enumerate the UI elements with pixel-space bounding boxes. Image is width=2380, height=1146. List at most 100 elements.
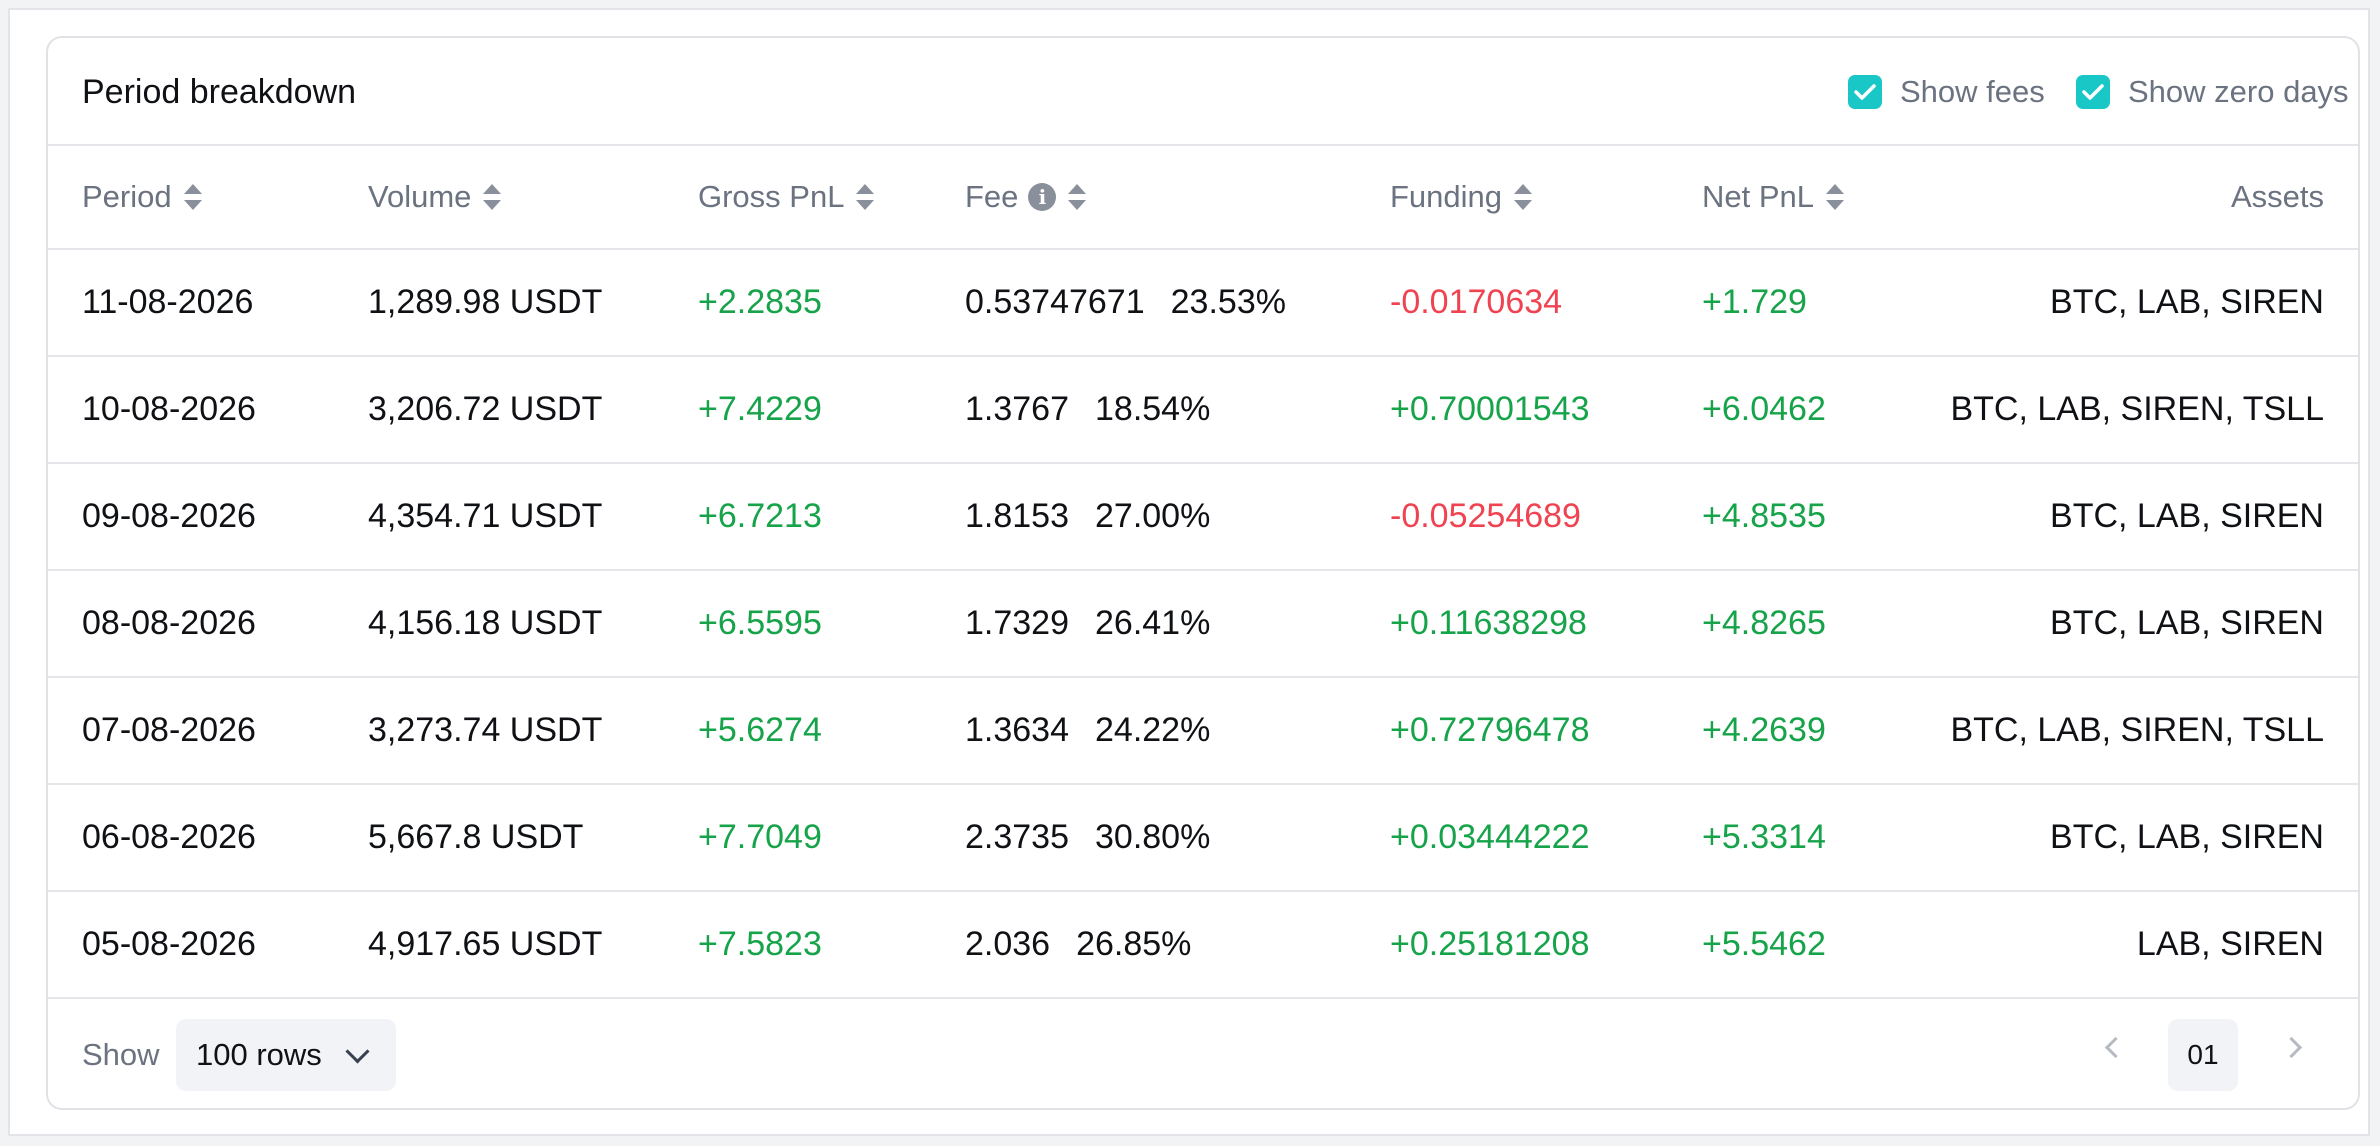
fee-value: 1.8153	[965, 497, 1069, 535]
fee-value: 0.53747671	[965, 283, 1145, 321]
show-zero-days-checkbox[interactable]	[2076, 75, 2110, 109]
period-cell: 09-08-2026	[82, 497, 256, 535]
fee-value: 1.3767	[965, 390, 1069, 428]
assets-cell: BTC, LAB, SIREN	[2050, 604, 2324, 642]
rows-per-page-select[interactable]: 100 rows	[176, 1019, 396, 1091]
fee-percent: 26.41%	[1095, 604, 1211, 642]
table-row: 11-08-2026 1,289.98 USDT +2.2835 0.53747…	[48, 250, 2358, 357]
show-fees-toggle[interactable]: Show fees	[1848, 38, 2045, 146]
fee-value: 1.3634	[965, 711, 1069, 749]
page-frame: Period breakdown Show fees Show zero day…	[8, 8, 2370, 1136]
fee-cell: 2.3735 30.80%	[965, 785, 1210, 890]
fee-percent: 24.22%	[1095, 711, 1211, 749]
volume-cell: 4,354.71 USDT	[368, 497, 603, 535]
fee-percent: 18.54%	[1095, 390, 1211, 428]
table-row: 07-08-2026 3,273.74 USDT +5.6274 1.3634 2…	[48, 678, 2358, 785]
net-pnl-cell: +1.729	[1702, 283, 1807, 321]
net-pnl-cell: +5.5462	[1702, 925, 1826, 963]
column-volume-label: Volume	[368, 179, 472, 214]
fee-cell: 1.3634 24.22%	[965, 678, 1210, 783]
funding-cell: +0.25181208	[1390, 925, 1590, 963]
fee-cell: 1.8153 27.00%	[965, 464, 1210, 569]
period-cell: 05-08-2026	[82, 925, 256, 963]
card-title: Period breakdown	[82, 73, 357, 111]
column-period[interactable]: Period	[82, 146, 202, 248]
net-pnl-cell: +4.2639	[1702, 711, 1826, 749]
column-funding[interactable]: Funding	[1390, 146, 1533, 248]
info-icon[interactable]: i	[1028, 183, 1057, 211]
fee-percent: 23.53%	[1170, 283, 1286, 321]
period-breakdown-card: Period breakdown Show fees Show zero day…	[46, 36, 2360, 1110]
period-cell: 06-08-2026	[82, 818, 256, 856]
net-pnl-cell: +6.0462	[1702, 390, 1826, 428]
sort-icon[interactable]	[1068, 184, 1087, 210]
current-page-button[interactable]: 01	[2168, 1019, 2238, 1091]
volume-cell: 3,206.72 USDT	[368, 390, 603, 428]
sort-icon[interactable]	[483, 184, 502, 210]
rows-per-page-label: Show	[82, 1037, 160, 1072]
period-cell: 07-08-2026	[82, 711, 256, 749]
period-cell: 11-08-2026	[82, 283, 254, 321]
table-row: 08-08-2026 4,156.18 USDT +6.5595 1.7329 2…	[48, 571, 2358, 678]
volume-cell: 4,156.18 USDT	[368, 604, 603, 642]
column-fee-label: Fee	[965, 179, 1019, 214]
show-zero-days-toggle[interactable]: Show zero days	[2076, 38, 2349, 146]
column-volume[interactable]: Volume	[368, 146, 502, 248]
fee-value: 2.3735	[965, 818, 1069, 856]
gross-pnl-cell: +2.2835	[698, 283, 822, 321]
sort-icon[interactable]	[856, 184, 875, 210]
column-period-label: Period	[82, 179, 172, 214]
sort-icon[interactable]	[183, 184, 202, 210]
assets-cell: BTC, LAB, SIREN	[2050, 283, 2324, 321]
period-cell: 10-08-2026	[82, 390, 256, 428]
rows-per-page-value: 100 rows	[196, 1037, 322, 1072]
column-net-pnl-label: Net PnL	[1702, 179, 1815, 214]
column-fee[interactable]: Fee i	[965, 146, 1087, 248]
volume-cell: 4,917.65 USDT	[368, 925, 603, 963]
assets-cell: BTC, LAB, SIREN, TSLL	[1950, 390, 2324, 428]
table-footer: Show 100 rows 01	[48, 1002, 2358, 1108]
fee-percent: 27.00%	[1095, 497, 1211, 535]
column-assets-label: Assets	[2230, 179, 2324, 214]
gross-pnl-cell: +6.5595	[698, 604, 822, 642]
gross-pnl-cell: +7.7049	[698, 818, 822, 856]
assets-cell: LAB, SIREN	[2136, 925, 2324, 963]
fee-value: 1.7329	[965, 604, 1069, 642]
column-assets: Assets	[2231, 146, 2324, 248]
sort-icon[interactable]	[1514, 184, 1533, 210]
assets-cell: BTC, LAB, SIREN	[2050, 497, 2324, 535]
table-row: 05-08-2026 4,917.65 USDT +7.5823 2.036 26…	[48, 892, 2358, 999]
assets-cell: BTC, LAB, SIREN	[2050, 818, 2324, 856]
chevron-right-icon[interactable]	[2280, 1036, 2303, 1059]
check-icon	[2082, 84, 2104, 100]
check-icon	[1854, 84, 1876, 100]
chevron-left-icon[interactable]	[2104, 1036, 2127, 1059]
gross-pnl-cell: +7.4229	[698, 390, 822, 428]
funding-cell: -0.05254689	[1390, 497, 1581, 535]
show-fees-label: Show fees	[1900, 74, 2045, 109]
column-funding-label: Funding	[1390, 179, 1503, 214]
funding-cell: +0.11638298	[1390, 604, 1587, 642]
table-row: 10-08-2026 3,206.72 USDT +7.4229 1.3767 1…	[48, 357, 2358, 464]
table-row: 09-08-2026 4,354.71 USDT +6.7213 1.8153 2…	[48, 464, 2358, 571]
gross-pnl-cell: +7.5823	[698, 925, 822, 963]
gross-pnl-cell: +6.7213	[698, 497, 822, 535]
card-header: Period breakdown Show fees Show zero day…	[48, 38, 2358, 146]
show-fees-checkbox[interactable]	[1848, 75, 1882, 109]
volume-cell: 5,667.8 USDT	[368, 818, 584, 856]
period-cell: 08-08-2026	[82, 604, 256, 642]
column-net-pnl[interactable]: Net PnL	[1702, 146, 1845, 248]
fee-percent: 26.85%	[1076, 925, 1192, 963]
funding-cell: +0.72796478	[1390, 711, 1590, 749]
net-pnl-cell: +4.8535	[1702, 497, 1826, 535]
funding-cell: +0.03444222	[1390, 818, 1590, 856]
net-pnl-cell: +5.3314	[1702, 818, 1826, 856]
fee-cell: 2.036 26.85%	[965, 892, 1191, 997]
gross-pnl-cell: +5.6274	[698, 711, 822, 749]
show-zero-days-label: Show zero days	[2128, 74, 2349, 109]
sort-icon[interactable]	[1826, 184, 1845, 210]
column-gross-pnl[interactable]: Gross PnL	[698, 146, 875, 248]
table-row: 06-08-2026 5,667.8 USDT +7.7049 2.3735 30…	[48, 785, 2358, 892]
volume-cell: 1,289.98 USDT	[368, 283, 603, 321]
chevron-down-icon	[345, 1039, 370, 1064]
